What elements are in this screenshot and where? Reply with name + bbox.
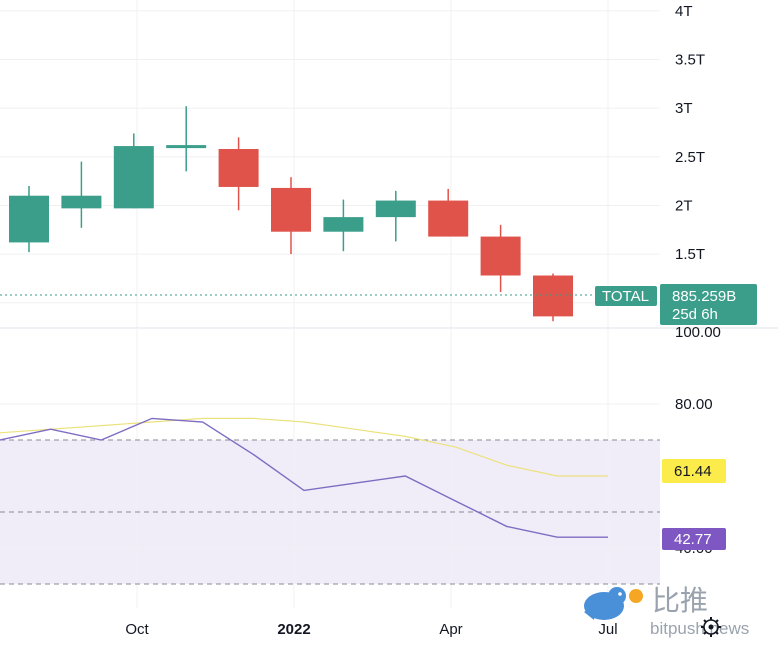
candle-down: [533, 275, 573, 317]
price-pane[interactable]: [0, 0, 660, 328]
rsi-tag-value: 42.77: [674, 531, 712, 548]
watermark-site-text: bitpush.news: [650, 619, 749, 638]
watermark-chinese-text: 比推: [652, 584, 708, 617]
time-axis[interactable]: Oct 2022 Apr Jul: [125, 621, 617, 638]
time-tick-label: 2022: [277, 621, 310, 638]
candlestick-series: [9, 106, 573, 322]
candle-down: [480, 236, 521, 276]
price-tick-label: 4T: [675, 3, 693, 20]
total-last-price-tag: TOTAL 885.259B 25d 6h: [595, 284, 757, 325]
rsi-tag-box: [662, 528, 726, 550]
rsi-ma-tag-box: [662, 459, 726, 483]
rsi-pane[interactable]: [0, 329, 660, 608]
total-tag-value-box: [660, 284, 757, 325]
total-tag-countdown: 25d 6h: [672, 306, 718, 323]
candle-up: [9, 195, 49, 243]
total-tag-value: 885.259B: [672, 288, 736, 305]
bird-logo-icon: [584, 587, 643, 620]
rsi-level-lines: [0, 439, 660, 585]
rsi-line: [0, 417, 608, 538]
candle-down: [271, 187, 311, 232]
candle-up: [323, 217, 364, 232]
rsi-grid: [0, 329, 660, 608]
price-tick-label: 3.5T: [675, 51, 705, 68]
price-tick-label: 2.5T: [675, 149, 705, 166]
rsi-tick-label: 80.00: [675, 396, 713, 413]
price-tick-label: 3T: [675, 100, 693, 117]
price-grid: [0, 0, 660, 328]
bitpush-watermark: 比推 bitpush.news: [584, 584, 749, 638]
candle-up: [375, 200, 416, 218]
rsi-tick-label: 100.00: [675, 324, 721, 341]
rsi-ma-value-tag: 61.44: [662, 459, 726, 483]
candle-down: [218, 148, 259, 187]
total-tag-label-box: [595, 286, 657, 306]
price-tick-label: 1.5T: [675, 246, 705, 263]
candle-up: [61, 195, 102, 209]
time-tick-label: Apr: [439, 621, 462, 638]
rsi-value-tag: 42.77: [662, 528, 726, 550]
time-tick-label: Oct: [125, 621, 149, 638]
total-tag-label: TOTAL: [602, 288, 649, 305]
candle-up: [166, 145, 207, 149]
candle-down: [428, 200, 469, 237]
settings-gear-icon[interactable]: [701, 617, 721, 637]
time-tick-label: Jul: [598, 621, 617, 638]
rsi-ma-line: [0, 417, 608, 477]
candle-up: [113, 146, 154, 209]
rsi-ma-tag-value: 61.44: [674, 463, 712, 480]
price-tick-label: 2T: [675, 197, 693, 214]
